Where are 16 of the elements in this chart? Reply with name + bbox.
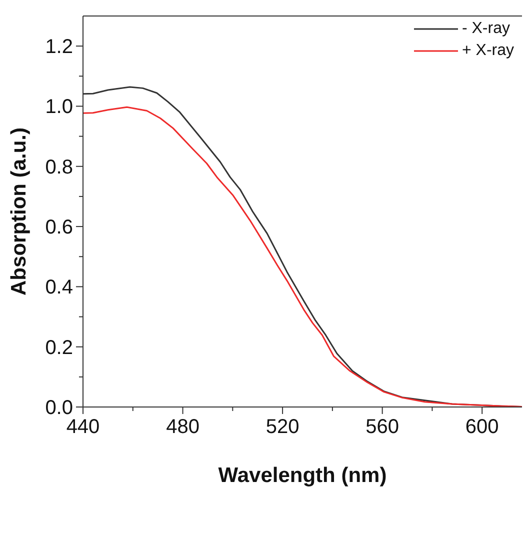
x-axis-title: Wavelength (nm) <box>218 464 387 487</box>
x-tick-label: 440 <box>66 416 100 438</box>
y-tick-label: 1.0 <box>45 96 73 118</box>
y-tick-label: 0.2 <box>45 336 73 359</box>
y-tick-label: 1.2 <box>45 36 73 58</box>
y-tick-label: 0.4 <box>45 276 73 299</box>
y-tick-label: 0.6 <box>45 216 73 239</box>
y-axis-title: Absorption (a.u.) <box>7 128 30 296</box>
legend-label: - X-ray <box>462 20 510 38</box>
x-tick-label: 560 <box>366 416 400 438</box>
x-tick-label: 520 <box>266 416 300 438</box>
y-tick-label: 0.0 <box>45 397 73 419</box>
y-tick-label: 0.8 <box>45 156 73 178</box>
x-tick-label: 480 <box>166 416 200 438</box>
legend-label: + X-ray <box>462 42 514 60</box>
x-tick-label: 600 <box>465 416 499 438</box>
